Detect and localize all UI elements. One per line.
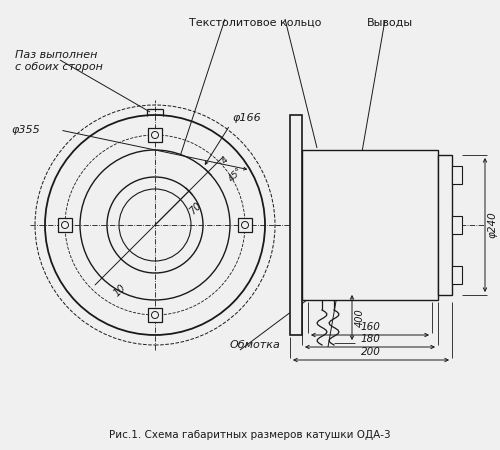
Bar	[148, 128, 162, 142]
Text: 45°: 45°	[228, 166, 245, 183]
Bar	[452, 266, 462, 284]
Text: φ166: φ166	[232, 113, 261, 123]
Bar	[148, 308, 162, 322]
Text: Паз выполнен
с обоих сторон: Паз выполнен с обоих сторон	[15, 50, 103, 72]
Text: Рис.1. Схема габаритных размеров катушки ОДА-3: Рис.1. Схема габаритных размеров катушки…	[109, 430, 391, 440]
Bar	[238, 218, 252, 232]
Bar	[58, 218, 72, 232]
Text: 400: 400	[355, 308, 365, 327]
Text: 10: 10	[112, 282, 128, 298]
Text: φ355: φ355	[11, 125, 40, 135]
Text: 200: 200	[361, 347, 381, 357]
Bar	[290, 115, 302, 335]
Text: 160: 160	[360, 322, 380, 332]
Text: Выводы: Выводы	[367, 18, 413, 28]
Text: φ240: φ240	[488, 212, 498, 239]
Text: Обмотка: Обмотка	[230, 340, 280, 350]
Bar	[452, 166, 462, 184]
Text: Текстолитовое кольцо: Текстолитовое кольцо	[189, 18, 321, 28]
Text: 180: 180	[360, 334, 380, 344]
Bar	[438, 155, 452, 295]
Text: 4: 4	[220, 155, 230, 166]
Text: 70: 70	[188, 200, 204, 216]
Bar	[452, 216, 462, 234]
Bar	[302, 150, 438, 300]
